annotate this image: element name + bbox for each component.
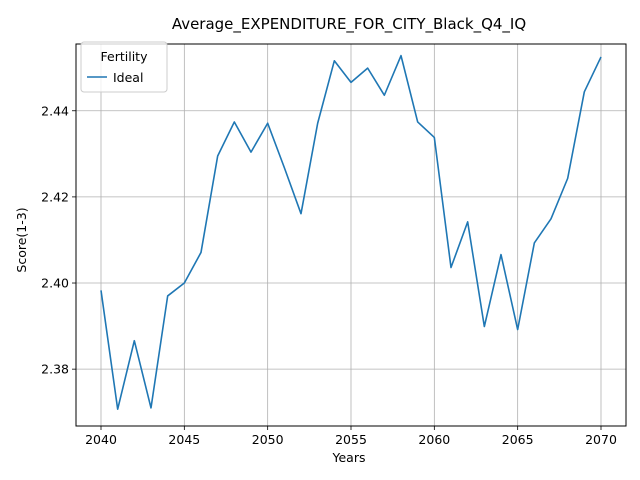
x-tick-label: 2050 xyxy=(252,432,284,447)
y-axis-label: Score(1-3) xyxy=(14,207,29,272)
x-tick-label: 2040 xyxy=(85,432,117,447)
y-tick-label: 2.40 xyxy=(41,276,69,291)
x-tick-label: 2055 xyxy=(335,432,367,447)
y-tick-label: 2.38 xyxy=(41,362,69,377)
x-tick-label: 2065 xyxy=(502,432,534,447)
x-axis-label: Years xyxy=(332,450,366,465)
x-tick-label: 2045 xyxy=(168,432,200,447)
legend-box xyxy=(80,41,168,93)
x-axis-ticks: 2040 2045 2050 2055 2060 2065 2070 xyxy=(85,426,617,447)
y-axis-ticks: 2.38 2.40 2.42 2.44 xyxy=(41,103,76,377)
x-tick-label: 2070 xyxy=(585,432,617,447)
legend-label-ideal: Ideal xyxy=(113,70,143,85)
legend: Fertility Ideal xyxy=(80,41,168,93)
chart-title: Average_EXPENDITURE_FOR_CITY_Black_Q4_IQ xyxy=(172,15,526,34)
series-layer xyxy=(100,54,602,411)
series-line-ideal xyxy=(100,54,602,411)
grid xyxy=(76,44,626,426)
legend-title: Fertility xyxy=(101,49,149,64)
y-tick-label: 2.44 xyxy=(41,103,69,118)
x-tick-label: 2060 xyxy=(418,432,450,447)
y-tick-label: 2.42 xyxy=(41,189,69,204)
